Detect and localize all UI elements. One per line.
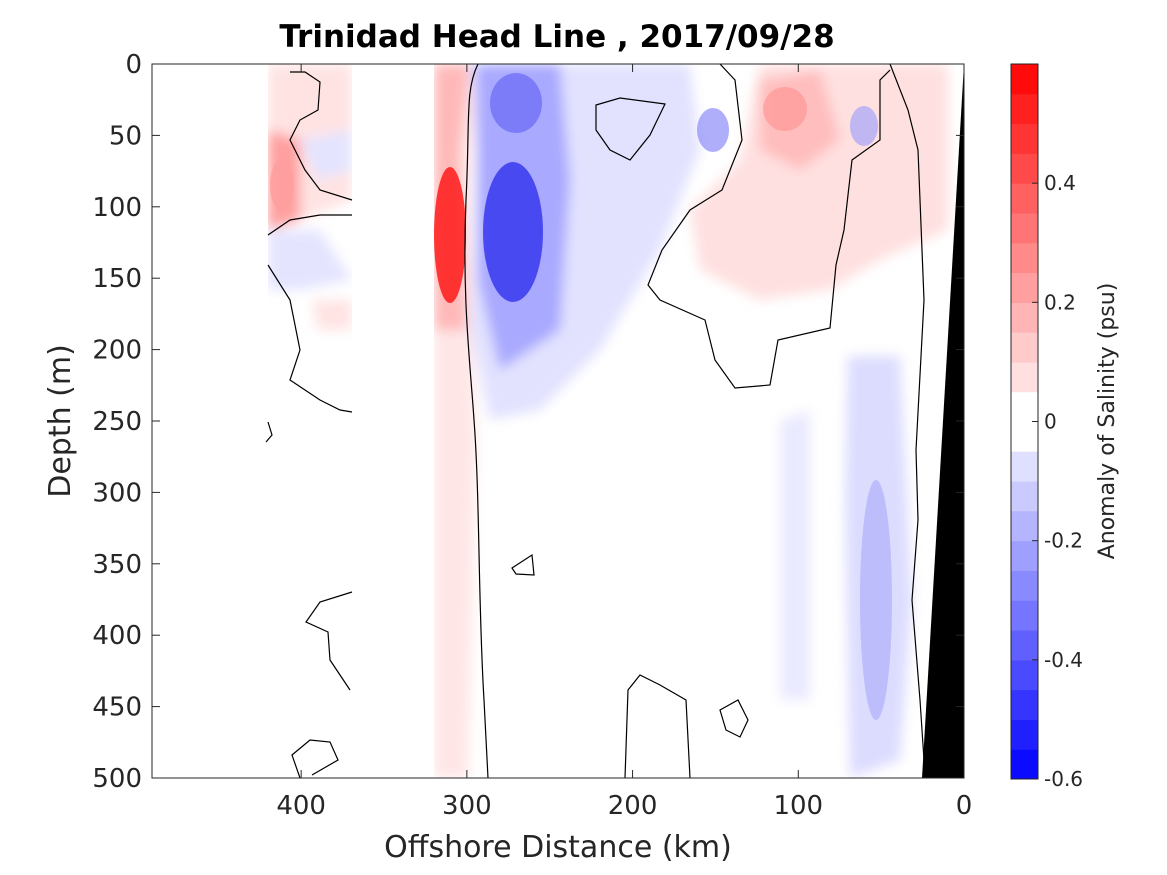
colorbar-level — [1011, 153, 1038, 184]
y-tick-label: 0 — [125, 50, 142, 80]
colorbar-tick-label: -0.2 — [1044, 529, 1083, 553]
neg-anomaly-surface-east — [697, 108, 729, 152]
colorbar-level — [1011, 689, 1038, 720]
x-tick-label: 0 — [956, 791, 973, 821]
colorbar-level — [1011, 272, 1038, 303]
bathymetry-mask — [922, 64, 964, 778]
no-data-region-west — [152, 64, 268, 778]
colorbar-level — [1011, 302, 1038, 333]
colorbar-level — [1011, 421, 1038, 452]
colorbar-level — [1011, 391, 1038, 422]
colorbar-level — [1011, 749, 1038, 780]
x-axis: 400 300 200 100 0 — [276, 64, 972, 821]
y-axis: 0 50 100 150 200 250 300 350 400 450 500 — [92, 50, 964, 794]
y-tick-label: 200 — [92, 336, 142, 366]
colorbar-level — [1011, 332, 1038, 363]
pos-anomaly-core-max — [434, 167, 466, 303]
y-axis-label: Depth (m) — [43, 344, 78, 498]
y-tick-label: 400 — [92, 621, 142, 651]
y-tick-label: 150 — [92, 264, 142, 294]
colorbar-level — [1011, 719, 1038, 750]
neg-anomaly-surface-core — [490, 73, 542, 133]
colorbar-level — [1011, 93, 1038, 125]
y-tick-label: 450 — [92, 693, 142, 723]
neg-anomaly-west — [300, 130, 352, 180]
pos-anomaly-shelf — [690, 64, 948, 300]
y-tick-label: 300 — [92, 478, 142, 508]
x-tick-label: 100 — [773, 791, 823, 821]
anomaly-field — [152, 64, 964, 778]
colorbar-level — [1011, 212, 1038, 244]
pos-anomaly-west-max — [270, 159, 294, 211]
colorbar-tick-label: 0.2 — [1044, 290, 1076, 314]
colorbar-level — [1011, 659, 1038, 691]
colorbar-level — [1011, 540, 1038, 571]
x-axis-label: Offshore Distance (km) — [384, 830, 732, 865]
y-tick-label: 250 — [92, 407, 142, 437]
colorbar-ticks: 0.4 0.2 0 -0.2 -0.4 -0.6 — [1032, 171, 1083, 791]
colorbar-level — [1011, 183, 1038, 214]
colorbar-level — [1011, 630, 1038, 661]
colorbar-tick-label: 0.4 — [1044, 171, 1076, 195]
colorbar-level — [1011, 123, 1038, 154]
neg-anomaly-nearshore — [850, 106, 878, 146]
pos-anomaly-west-deep — [312, 300, 352, 330]
colorbar-tick-label: -0.4 — [1044, 648, 1083, 672]
neg-anomaly-west-2 — [268, 230, 352, 290]
no-data-region-central — [352, 64, 434, 778]
neg-anomaly-deep-core — [860, 480, 892, 720]
y-tick-label: 500 — [92, 764, 142, 794]
y-tick-label: 350 — [92, 550, 142, 580]
colorbar — [1010, 63, 1039, 780]
x-tick-label: 400 — [276, 791, 326, 821]
colorbar-level — [1011, 361, 1038, 393]
colorbar-level — [1011, 570, 1038, 601]
pos-anomaly-shelf-max — [763, 87, 807, 131]
colorbar-tick-label: 0 — [1044, 410, 1057, 434]
zero-contours — [265, 64, 925, 778]
colorbar-level — [1011, 64, 1038, 95]
chart-title: Trinidad Head Line , 2017/09/28 — [279, 19, 834, 55]
colorbar-level — [1011, 600, 1038, 631]
colorbar-level — [1011, 242, 1038, 274]
y-tick-label: 100 — [92, 193, 142, 223]
x-tick-label: 200 — [608, 791, 658, 821]
x-tick-label: 300 — [442, 791, 492, 821]
neg-anomaly-core-max — [483, 162, 543, 302]
y-tick-label: 50 — [109, 121, 142, 151]
neg-anomaly-deep-mid — [780, 410, 810, 700]
colorbar-level — [1011, 451, 1038, 482]
colorbar-label: Anomaly of Salinity (psu) — [1095, 283, 1120, 560]
colorbar-tick-label: -0.6 — [1044, 767, 1083, 791]
plot-area — [151, 63, 965, 779]
colorbar-level — [1011, 481, 1038, 512]
colorbar-level — [1011, 510, 1038, 542]
